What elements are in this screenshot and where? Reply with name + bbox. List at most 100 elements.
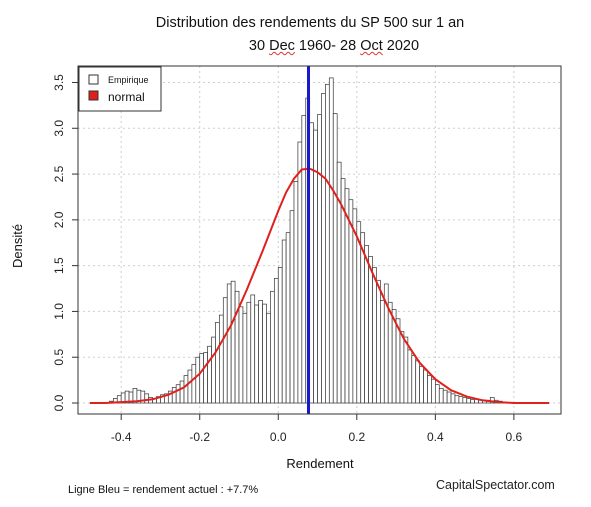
histogram-bar-82 — [431, 378, 436, 404]
subtitle-part-3: 1960- 28 — [294, 38, 361, 54]
histogram-bar-35 — [246, 301, 252, 404]
histogram-bar-20 — [187, 369, 193, 404]
histogram-bar-31 — [230, 280, 236, 404]
histogram-bar-84 — [438, 388, 444, 404]
source-credit: CapitalSpectator.com — [436, 478, 555, 492]
histogram-bar-24 — [203, 352, 208, 404]
x-tick-label-1: -0.2 — [189, 430, 210, 444]
x-tick-label-5: 0.6 — [506, 430, 523, 444]
histogram-bar-76 — [407, 349, 413, 404]
x-tick-label-0: -0.4 — [111, 430, 132, 444]
normal-curve-layer — [89, 66, 550, 414]
histogram-bar-85 — [442, 389, 448, 404]
histogram-bar-61 — [348, 199, 354, 404]
histogram-bar-77 — [411, 355, 417, 404]
histogram-bar-90 — [462, 397, 468, 404]
histogram-bar-9 — [144, 393, 150, 404]
histogram-bar-69 — [380, 300, 385, 404]
histogram-bar-80 — [423, 369, 428, 404]
histogram-bar-26 — [211, 336, 216, 404]
x-axis-label: Rendement — [286, 456, 354, 471]
histogram-bar-21 — [191, 364, 197, 404]
histogram-bar-43 — [277, 267, 283, 404]
histogram-bar-44 — [281, 239, 287, 404]
y-tick-label-6: 3.0 — [52, 120, 66, 137]
axes: -0.4 -0.2 0.0 0.2 0.4 0.6 0.0 0.5 1.0 1.5 2.0 2.5 3.… — [52, 65, 562, 444]
histogram-bar-68 — [376, 279, 381, 404]
current-return-annotation: Ligne Bleu = rendement actuel : +7.7% — [68, 484, 259, 496]
histogram-bar-41 — [270, 290, 275, 404]
chart-subtitle: 30 Dec 1960- 28 Oct 2020 — [0, 38, 591, 54]
subtitle-part-5: 2020 — [382, 38, 420, 54]
histogram-bar-47 — [293, 181, 299, 404]
histogram-bar-49 — [301, 115, 307, 404]
histogram-bar-88 — [454, 395, 460, 404]
chart-title: Distribution des rendements du SP 500 su… — [155, 15, 465, 31]
histogram-bar-53 — [317, 114, 322, 404]
histogram-bar-92 — [470, 398, 475, 404]
histogram-bar-71 — [387, 301, 393, 404]
histogram-bar-66 — [368, 256, 373, 404]
legend-label-normal: normal — [108, 90, 145, 104]
histogram-bar-19 — [183, 375, 189, 404]
histogram-bar-30 — [226, 283, 232, 404]
legend-label-empirique: Empirique — [108, 75, 149, 85]
histogram-bar-89 — [458, 396, 464, 404]
histogram-bar-48 — [297, 141, 303, 404]
y-tick-label-4: 2.0 — [52, 211, 66, 228]
histogram-bar-79 — [419, 366, 424, 404]
plot-frame — [77, 65, 562, 415]
x-tick-label-4: 0.4 — [427, 430, 444, 444]
y-tick-label-0: 0.0 — [52, 394, 66, 411]
histogram-bar-46 — [289, 210, 295, 404]
histogram-bar-17 — [175, 384, 181, 404]
histogram-bar-67 — [372, 267, 377, 404]
histogram-bar-81 — [427, 375, 432, 404]
histogram-bar-56 — [328, 77, 334, 404]
histogram-bar-18 — [179, 380, 185, 404]
histogram-bar-33 — [238, 306, 244, 404]
y-tick-label-7: 3.5 — [52, 74, 66, 91]
histogram-bar-62 — [352, 208, 358, 404]
histogram-bar-23 — [199, 353, 205, 404]
histogram-bar-87 — [450, 393, 456, 404]
histogram-bar-91 — [466, 398, 472, 404]
histogram-bar-27 — [215, 322, 220, 404]
normal-curve-line — [89, 167, 550, 404]
histogram-bar-42 — [273, 278, 279, 404]
y-tick-label-3: 1.5 — [52, 257, 66, 274]
y-tick-label-5: 2.5 — [52, 165, 66, 182]
subtitle-part-1: 30 — [248, 38, 270, 54]
histogram-bar-51 — [309, 122, 314, 404]
histogram-bar-34 — [242, 312, 248, 404]
histogram-bar-39 — [262, 303, 267, 404]
y-tick-label-1: 0.5 — [52, 349, 66, 366]
histogram-bar-28 — [219, 314, 224, 404]
histogram-bar-55 — [325, 83, 330, 404]
histogram-bar-16 — [171, 387, 177, 404]
subtitle-part-4: Oct — [360, 38, 383, 54]
histogram-bar-45 — [285, 232, 291, 404]
histogram-bar-78 — [415, 360, 420, 404]
histogram-bar-63 — [356, 221, 362, 404]
x-tick-label-2: 0.0 — [270, 430, 287, 444]
histogram-bar-86 — [446, 391, 452, 404]
histogram-bar-57 — [332, 113, 338, 404]
histogram-bar-83 — [434, 384, 440, 404]
y-tick-label-2: 1.0 — [52, 303, 66, 320]
legend-swatch-empirique — [88, 74, 99, 85]
legend-box — [78, 66, 162, 112]
histogram-bar-65 — [364, 245, 369, 404]
histogram-bar-54 — [321, 93, 326, 404]
histogram-bar-25 — [207, 345, 212, 404]
subtitle-part-2: Dec — [269, 38, 295, 54]
histogram-bar-40 — [266, 312, 271, 404]
histogram-bar-64 — [360, 232, 366, 404]
histogram-bar-74 — [399, 331, 405, 404]
histogram-bar-29 — [222, 297, 228, 404]
histogram-bar-36 — [250, 294, 256, 404]
legend: Empirique normal — [78, 66, 162, 112]
x-tick-label-3: 0.2 — [348, 430, 365, 444]
histogram-bar-38 — [258, 300, 263, 404]
